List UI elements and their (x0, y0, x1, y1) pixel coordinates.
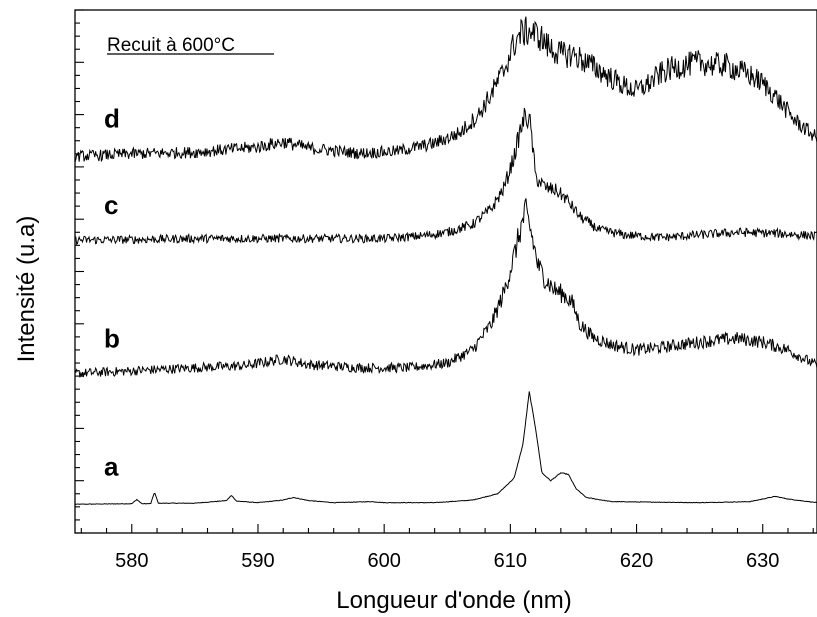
x-axis-label: Longueur d'onde (nm) (336, 587, 571, 614)
series-line-a (74, 391, 817, 505)
curve-label-b: b (104, 323, 120, 353)
curve-label-a: a (104, 451, 119, 481)
y-axis-label: Intensité (u.a) (13, 216, 40, 363)
series-line-d (74, 16, 817, 163)
curve-label-d: d (104, 104, 120, 134)
x-tick-label: 620 (620, 550, 653, 572)
series-line-c (74, 107, 817, 246)
curve-label-c: c (104, 190, 118, 220)
x-tick-label: 580 (115, 550, 148, 572)
x-tick-label: 630 (746, 550, 779, 572)
x-tick-label: 590 (241, 550, 274, 572)
x-tick-label: 610 (494, 550, 527, 572)
x-tick-label: 600 (367, 550, 400, 572)
series-line-b (74, 198, 817, 378)
annotation-label: Recuit à 600°C (107, 35, 235, 56)
